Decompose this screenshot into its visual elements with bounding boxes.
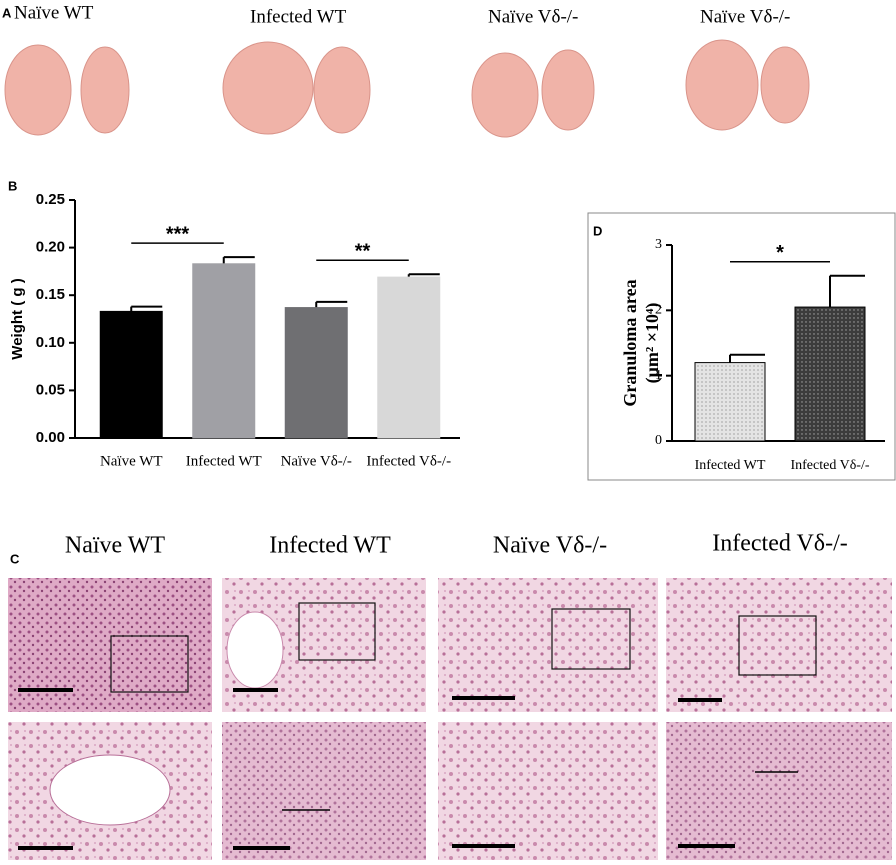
panel-letter: B xyxy=(8,178,17,193)
y-tick-label: 0.00 xyxy=(36,429,65,446)
x-tick-label: Infected Vδ-/- xyxy=(790,458,869,473)
y-axis-label: Weight ( g ) xyxy=(9,278,26,359)
y-tick-label: 3 xyxy=(655,237,662,252)
x-tick-label: Infected Vδ-/- xyxy=(366,453,451,469)
photo-label: Naïve Vδ-/- xyxy=(488,6,578,27)
photo-label: Naïve WT xyxy=(14,2,94,23)
panel-letter: A xyxy=(2,5,12,20)
photo-label: Infected WT xyxy=(250,6,347,27)
histology-label: Naïve WT xyxy=(65,533,166,559)
bar xyxy=(284,307,348,439)
bar xyxy=(794,306,866,442)
panel-letter: C xyxy=(10,551,20,566)
bar xyxy=(99,310,163,439)
x-tick-label: Naïve Vδ-/- xyxy=(281,453,352,469)
bar xyxy=(694,362,766,442)
y-tick-label: 0 xyxy=(655,433,662,448)
y-axis-label: (μm² ×10⁴) xyxy=(642,303,663,384)
bar xyxy=(377,276,441,439)
panel-frame xyxy=(587,212,896,481)
histology-images xyxy=(8,578,892,860)
y-tick-label: 0.20 xyxy=(36,239,65,256)
y-tick-label: 0.15 xyxy=(36,286,65,303)
y-tick-label: 0.05 xyxy=(36,381,65,398)
x-tick-label: Naïve WT xyxy=(100,453,163,469)
significance-label: * xyxy=(776,242,784,264)
x-tick-label: Infected WT xyxy=(695,458,766,473)
x-tick-label: Infected WT xyxy=(186,453,262,469)
histology-label: Naïve Vδ-/- xyxy=(493,533,607,559)
y-tick-label: 2 xyxy=(655,303,662,318)
y-tick-label: 1 xyxy=(655,368,662,383)
histology-label: Infected Vδ-/- xyxy=(712,531,847,557)
lung-photos xyxy=(4,39,810,138)
y-tick-label: 0.25 xyxy=(36,191,65,208)
y-tick-label: 0.10 xyxy=(36,334,65,351)
bar xyxy=(192,263,256,439)
significance-label: *** xyxy=(166,223,190,245)
panel-letter: D xyxy=(593,223,602,238)
photo-label: Naïve Vδ-/- xyxy=(700,6,790,27)
y-axis-label: Granuloma area xyxy=(620,279,640,406)
significance-label: ** xyxy=(355,241,371,263)
histology-label: Infected WT xyxy=(269,533,391,559)
